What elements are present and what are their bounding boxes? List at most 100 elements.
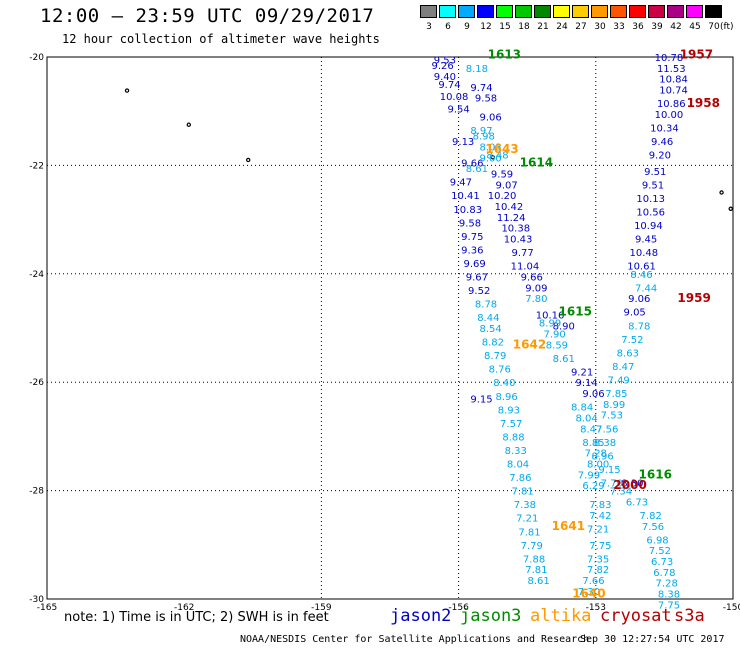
wave-height-value: 9.52: [468, 286, 490, 297]
wave-height-value: 9.66: [521, 273, 543, 284]
wave-height-value: 6.73: [651, 557, 673, 568]
wave-height-value: 7.42: [589, 511, 611, 522]
pass-time-label: 2000: [613, 478, 646, 492]
pass-time-label: 1958: [687, 96, 720, 110]
credit-line: NOAA/NESDIS Center for Satellite Applica…: [240, 634, 590, 645]
wave-height-value: 9.54: [447, 104, 469, 115]
lon-tick-label: -153: [586, 603, 606, 613]
wave-height-value: 9.69: [463, 259, 485, 270]
wave-height-value: 8.18: [466, 64, 488, 75]
wave-height-value: 7.52: [649, 546, 671, 557]
wave-height-value: 10.00: [655, 110, 684, 121]
wave-height-value: 9.06: [628, 294, 650, 305]
wave-height-value: 7.85: [605, 389, 627, 400]
wave-height-value: 11.53: [657, 64, 686, 75]
wave-height-value: 7.83: [589, 500, 611, 511]
wave-height-value: 7.81: [525, 565, 547, 576]
page-title: 12:00 — 23:59 UTC 09/29/2017: [40, 5, 375, 27]
pass-time-label: 1959: [677, 291, 710, 305]
wave-height-value: 7.81: [511, 487, 533, 498]
pass-time-label: 1640: [572, 587, 605, 601]
legend-swatch: [420, 5, 437, 18]
wave-height-value: 9.13: [452, 137, 474, 148]
wave-height-value: 7.49: [608, 375, 630, 386]
wave-height-value: 8.38: [594, 438, 616, 449]
lat-tick-label: -22: [29, 161, 44, 171]
legend-swatch: [439, 5, 456, 18]
wave-height-value: 9.77: [511, 248, 533, 259]
wave-height-value: 9.58: [475, 94, 497, 105]
wave-height-value: 7.28: [656, 579, 678, 590]
wave-height-value: 8.76: [489, 365, 511, 376]
wave-height-value: 10.16: [536, 310, 565, 321]
wave-height-value: 9.14: [576, 378, 598, 389]
wave-height-value: 8.03: [479, 142, 501, 153]
legend-swatch: [686, 5, 703, 18]
wave-height-value: 10.74: [659, 86, 688, 97]
wave-height-value: 8.04: [576, 413, 598, 424]
wave-height-value: 10.43: [504, 235, 533, 246]
wave-height-value: 7.30: [578, 587, 600, 598]
wave-height-value: 10.78: [655, 53, 684, 64]
legend-swatch: [610, 5, 627, 18]
wave-height-value: 9.46: [651, 137, 673, 148]
pass-time-label: 1641: [552, 519, 585, 533]
wave-height-value: 8.88: [502, 432, 524, 443]
generated-timestamp: Sep 30 12:27:54 UTC 2017: [580, 634, 725, 645]
wave-height-value: 8.97: [470, 126, 492, 137]
wave-height-value: 9.58: [459, 218, 481, 229]
pass-time-label: 1614: [520, 156, 553, 170]
wave-height-value: 9.47: [450, 178, 472, 189]
lon-tick-label: -156: [448, 603, 469, 613]
island-marker: [719, 190, 724, 195]
wave-height-value: 10.61: [627, 262, 656, 273]
footer-note: note: 1) Time is in UTC; 2) SWH is in fe…: [64, 610, 329, 625]
legend-swatch: [553, 5, 570, 18]
wave-height-value: 8.82: [482, 338, 504, 349]
wave-height-value: 9.59: [491, 170, 513, 181]
legend-label: 21: [537, 22, 549, 32]
legend-label: 42: [670, 22, 682, 32]
wave-height-value: 8.40: [493, 378, 515, 389]
legend-s3a: s3a: [674, 606, 705, 626]
wave-height-value: 9.53: [434, 56, 456, 67]
island-marker: [246, 157, 251, 163]
wave-height-value: 8.54: [479, 324, 501, 335]
pass-time-label: 1957: [680, 47, 713, 61]
pass-time-label: 1642: [513, 337, 546, 351]
wave-height-value: 7.88: [523, 554, 545, 565]
legend-swatch: [534, 5, 551, 18]
wave-height-value: 7.21: [587, 525, 609, 536]
legend-label: 39: [651, 22, 663, 32]
legend-label: 6: [445, 22, 451, 32]
wave-height-value: 8.48: [486, 151, 508, 162]
legend-label: 30: [594, 22, 606, 32]
wave-height-value: 7.86: [509, 473, 531, 484]
wave-height-value: 7.38: [514, 500, 536, 511]
wave-height-value: 11.04: [511, 262, 540, 273]
wave-height-value: 8.93: [498, 405, 520, 416]
wave-height-value: 9.66: [461, 159, 483, 170]
legend-label: 45: [689, 22, 701, 32]
wave-height-value: 8.61: [553, 354, 575, 365]
wave-height-value: 7.81: [518, 527, 540, 538]
wave-height-value: 8.61: [528, 576, 550, 587]
wave-height-value: 8.90: [553, 321, 575, 332]
wave-height-value: 8.98: [473, 132, 495, 143]
wave-height-value: 10.83: [453, 205, 482, 216]
legend-jason3: jason3: [460, 606, 522, 626]
island-marker: [490, 155, 496, 160]
wave-height-value: 10.86: [657, 99, 686, 110]
wave-height-value: 7.82: [587, 565, 609, 576]
wave-height-value: 9.51: [644, 167, 666, 178]
wave-height-value: 7.90: [544, 329, 566, 340]
wave-height-value: 8.96: [592, 451, 614, 462]
legend-label: 3: [426, 22, 432, 32]
pass-time-label: 1613: [488, 47, 521, 61]
legend-swatch: [515, 5, 532, 18]
legend-cryosat: cryosat: [600, 606, 672, 626]
legend-label: 70: [708, 22, 720, 32]
wave-height-value: 10.42: [495, 202, 524, 213]
wave-height-value: 7.35: [587, 554, 609, 565]
